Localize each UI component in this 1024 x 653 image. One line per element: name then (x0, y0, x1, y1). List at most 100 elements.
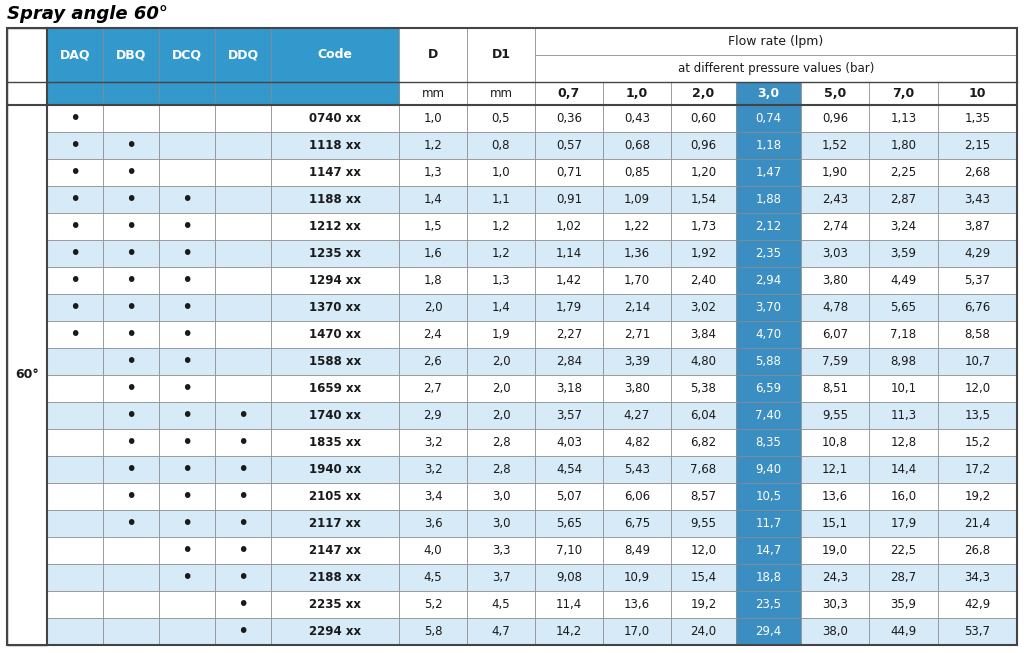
Bar (869, 213, 938, 240)
Bar (399, 159, 467, 186)
Text: 2,0: 2,0 (692, 87, 715, 100)
Text: 2,15: 2,15 (965, 139, 990, 152)
Bar (399, 213, 467, 240)
Bar (215, 618, 271, 645)
Text: 1,54: 1,54 (690, 193, 717, 206)
Bar (159, 159, 215, 186)
Bar (671, 483, 736, 510)
Text: D1: D1 (492, 48, 511, 61)
Bar (159, 82, 215, 105)
Bar (103, 267, 159, 294)
Bar (801, 132, 869, 159)
Bar (736, 456, 801, 483)
Text: 1470 xx: 1470 xx (309, 328, 361, 341)
Bar (801, 321, 869, 348)
Text: 4,54: 4,54 (556, 463, 582, 476)
Bar (736, 267, 801, 294)
Text: •: • (181, 217, 193, 236)
Text: 17,2: 17,2 (965, 463, 990, 476)
Bar (215, 321, 271, 348)
Bar (271, 375, 399, 402)
Text: 2,8: 2,8 (492, 463, 510, 476)
Bar (467, 429, 535, 456)
Bar (801, 348, 869, 375)
Bar (467, 132, 535, 159)
Text: 1212 xx: 1212 xx (309, 220, 360, 233)
Text: 6,59: 6,59 (756, 382, 781, 395)
Text: 3,6: 3,6 (424, 517, 442, 530)
Text: •: • (238, 433, 249, 452)
Text: 8,35: 8,35 (756, 436, 781, 449)
Bar (535, 321, 603, 348)
Text: 28,7: 28,7 (891, 571, 916, 584)
Text: 1,6: 1,6 (424, 247, 442, 260)
Bar (399, 375, 467, 402)
Bar (215, 402, 271, 429)
Text: 2,35: 2,35 (756, 247, 781, 260)
Text: 12,8: 12,8 (891, 436, 916, 449)
Text: 35,9: 35,9 (891, 598, 916, 611)
Bar (671, 213, 736, 240)
Text: 2,0: 2,0 (492, 382, 510, 395)
Bar (801, 456, 869, 483)
Text: 1,18: 1,18 (756, 139, 781, 152)
Bar (215, 213, 271, 240)
Text: 1,0: 1,0 (492, 166, 510, 179)
Bar (671, 564, 736, 591)
Text: 5,2: 5,2 (424, 598, 442, 611)
Bar (736, 591, 801, 618)
Text: 7,59: 7,59 (822, 355, 848, 368)
Bar (271, 618, 399, 645)
Bar (467, 28, 535, 82)
Bar (736, 159, 801, 186)
Text: DCQ: DCQ (172, 48, 202, 61)
Bar (801, 402, 869, 429)
Bar (603, 132, 671, 159)
Bar (47, 456, 103, 483)
Bar (271, 105, 399, 132)
Text: 3,0: 3,0 (492, 517, 510, 530)
Text: 10,7: 10,7 (965, 355, 990, 368)
Text: 10,1: 10,1 (891, 382, 916, 395)
Text: •: • (70, 298, 81, 317)
Text: 5,38: 5,38 (690, 382, 717, 395)
Bar (399, 456, 467, 483)
Bar (47, 321, 103, 348)
Text: 2,87: 2,87 (891, 193, 916, 206)
Text: •: • (238, 568, 249, 587)
Bar (869, 537, 938, 564)
Bar (159, 618, 215, 645)
Bar (159, 402, 215, 429)
Text: •: • (238, 514, 249, 533)
Bar (467, 321, 535, 348)
Bar (535, 618, 603, 645)
Bar (103, 294, 159, 321)
Bar (535, 105, 603, 132)
Text: 3,3: 3,3 (492, 544, 510, 557)
Text: 19,0: 19,0 (822, 544, 848, 557)
Bar (399, 240, 467, 267)
Text: 0,8: 0,8 (492, 139, 510, 152)
Bar (399, 483, 467, 510)
Text: 5,8: 5,8 (424, 625, 442, 638)
Bar (159, 591, 215, 618)
Bar (869, 267, 938, 294)
Text: 1,70: 1,70 (624, 274, 650, 287)
Text: 6,07: 6,07 (822, 328, 848, 341)
Text: 6,06: 6,06 (624, 490, 650, 503)
Bar (801, 618, 869, 645)
Text: 2235 xx: 2235 xx (309, 598, 361, 611)
Bar (399, 618, 467, 645)
Bar (47, 82, 103, 105)
Text: 0,57: 0,57 (556, 139, 582, 152)
Bar (103, 591, 159, 618)
Text: 2,74: 2,74 (822, 220, 848, 233)
Text: •: • (70, 244, 81, 263)
Bar (399, 537, 467, 564)
Text: •: • (181, 271, 193, 290)
Text: 13,6: 13,6 (624, 598, 650, 611)
Bar (159, 564, 215, 591)
Bar (103, 402, 159, 429)
Bar (603, 618, 671, 645)
Text: 1940 xx: 1940 xx (309, 463, 361, 476)
